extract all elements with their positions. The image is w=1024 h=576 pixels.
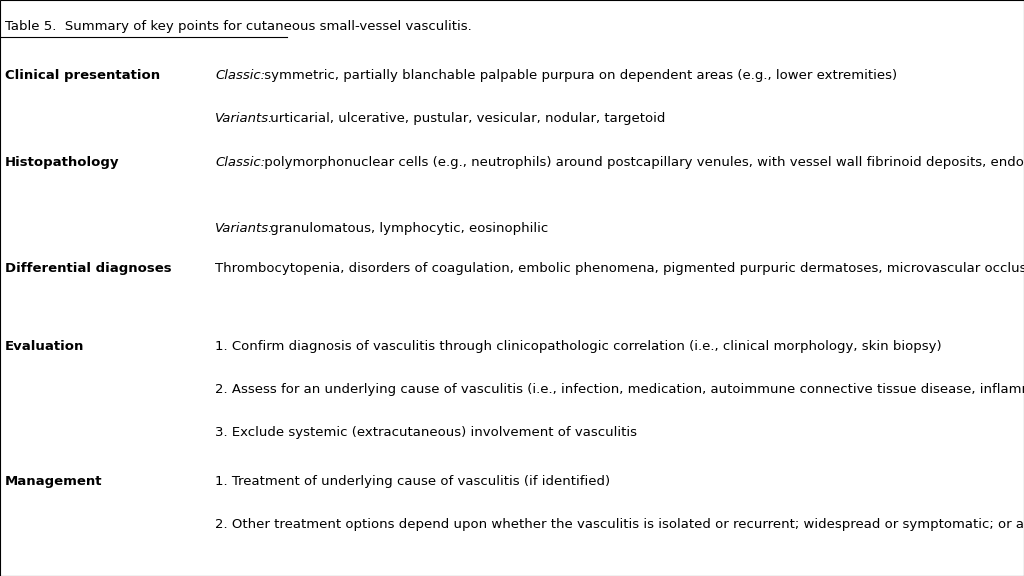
Text: Differential diagnoses: Differential diagnoses	[5, 262, 172, 275]
Text: granulomatous, lymphocytic, eosinophilic: granulomatous, lymphocytic, eosinophilic	[266, 222, 548, 235]
Text: Classic:: Classic:	[215, 156, 265, 169]
Text: 2. Assess for an underlying cause of vasculitis (i.e., infection, medication, au: 2. Assess for an underlying cause of vas…	[215, 383, 1024, 396]
Text: urticarial, ulcerative, pustular, vesicular, nodular, targetoid: urticarial, ulcerative, pustular, vesicu…	[266, 112, 666, 126]
Text: 2. Other treatment options depend upon whether the vasculitis is isolated or rec: 2. Other treatment options depend upon w…	[215, 518, 1024, 532]
Text: polymorphonuclear cells (e.g., neutrophils) around postcapillary venules, with v: polymorphonuclear cells (e.g., neutrophi…	[260, 156, 1024, 169]
Text: 1. Treatment of underlying cause of vasculitis (if identified): 1. Treatment of underlying cause of vasc…	[215, 475, 610, 488]
Text: Classic:: Classic:	[215, 69, 265, 82]
Text: 3. Exclude systemic (extracutaneous) involvement of vasculitis: 3. Exclude systemic (extracutaneous) inv…	[215, 426, 637, 439]
Text: 1. Confirm diagnosis of vasculitis through clinicopathologic correlation (i.e., : 1. Confirm diagnosis of vasculitis throu…	[215, 340, 942, 353]
Text: Variants:: Variants:	[215, 222, 273, 235]
Text: Clinical presentation: Clinical presentation	[5, 69, 160, 82]
Text: symmetric, partially blanchable palpable purpura on dependent areas (e.g., lower: symmetric, partially blanchable palpable…	[260, 69, 897, 82]
Text: Variants:: Variants:	[215, 112, 273, 126]
Text: Management: Management	[5, 475, 102, 488]
Text: Histopathology: Histopathology	[5, 156, 120, 169]
Text: Table 5.  Summary of key points for cutaneous small-vessel vasculitis.: Table 5. Summary of key points for cutan…	[5, 20, 472, 33]
Text: Evaluation: Evaluation	[5, 340, 85, 353]
Text: Thrombocytopenia, disorders of coagulation, embolic phenomena, pigmented purpuri: Thrombocytopenia, disorders of coagulati…	[215, 262, 1024, 275]
